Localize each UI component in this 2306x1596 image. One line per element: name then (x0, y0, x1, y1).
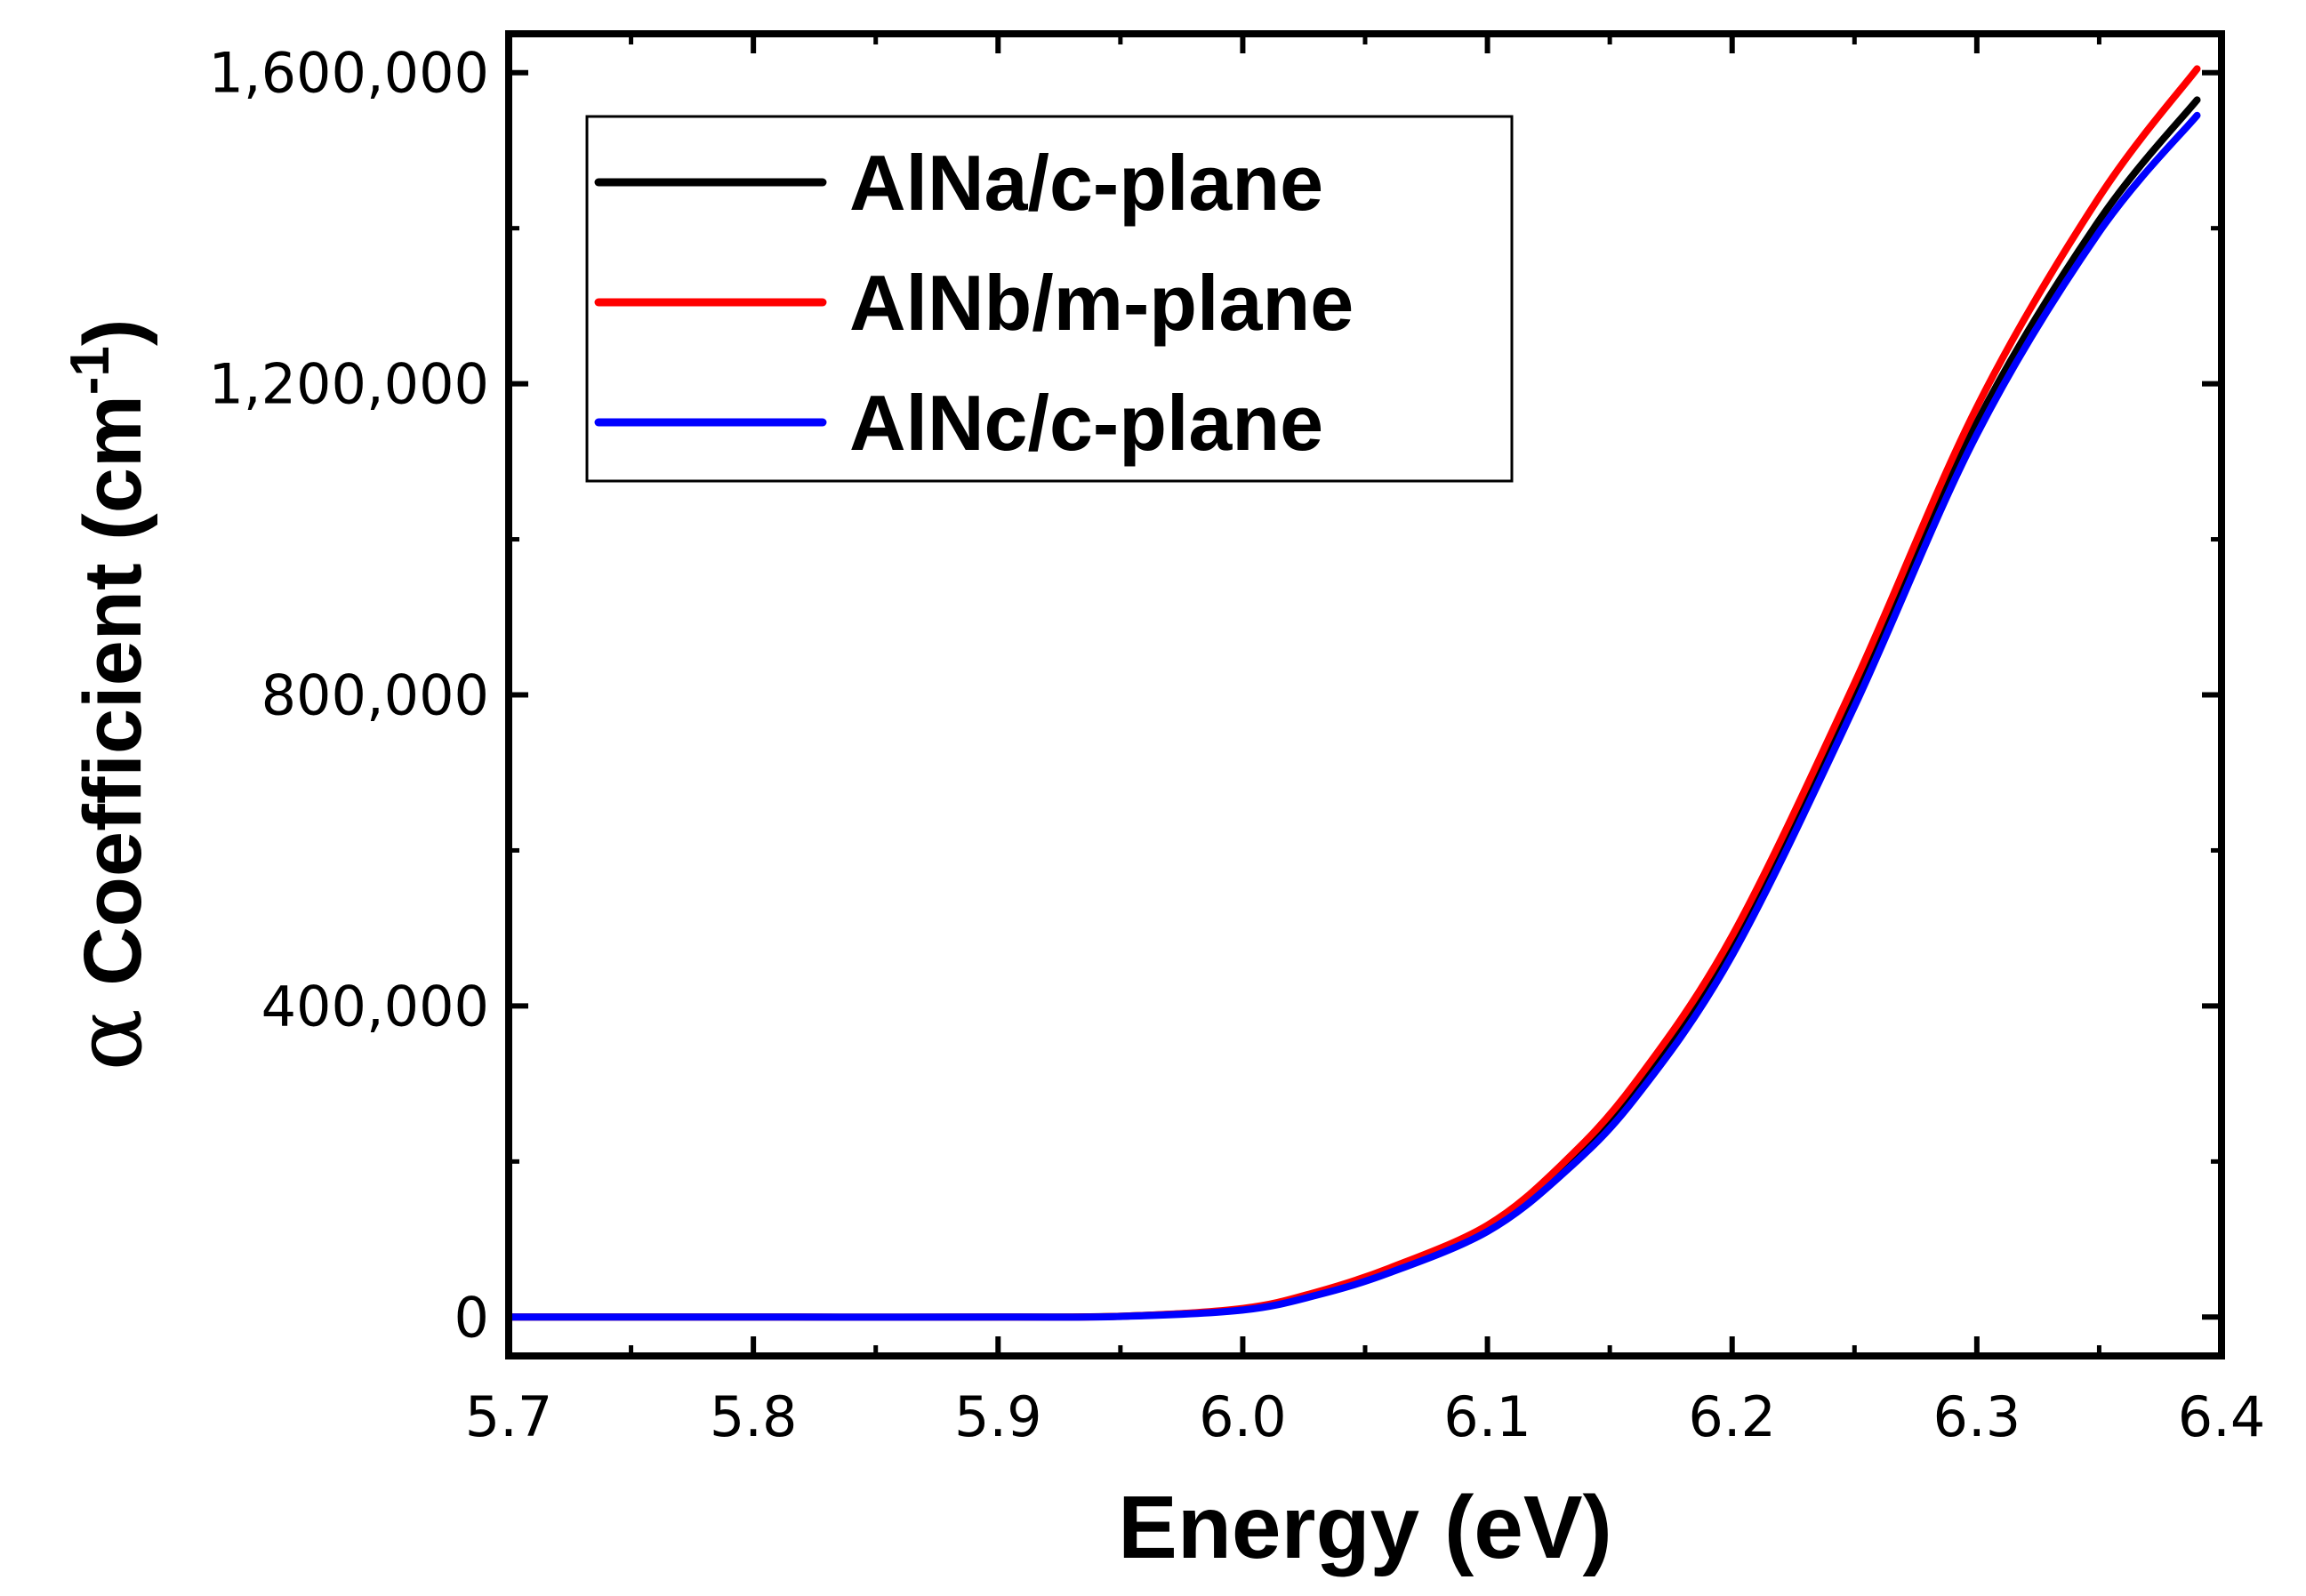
series-line-3 (505, 111, 2201, 1321)
y-axis-title-suffix: ) (68, 318, 158, 346)
y-tick-label: 1,600,000 (208, 41, 489, 106)
plot-frame (505, 30, 2225, 1359)
alpha-symbol: α (54, 1008, 163, 1071)
axis-tick-labels: 5.7 5.8 5.9 6.0 6.1 6.2 6.3 6.4 0 400,000 800,000 1… (208, 41, 2265, 1449)
y-tick-label: 1,200,000 (208, 352, 489, 417)
y-axis-title-superscript: -1 (60, 346, 121, 395)
y-tick-label: 400,000 (261, 974, 489, 1039)
x-tick-label: 6.4 (2178, 1384, 2266, 1449)
x-tick-label: 6.1 (1443, 1384, 1531, 1449)
y-tick-label: 0 (454, 1285, 489, 1350)
x-tick-label: 6.2 (1688, 1384, 1776, 1449)
legend-label-3: AlNc/c-plane (849, 379, 1323, 467)
y-axis-title-text: Coefficient (cm (68, 395, 158, 1008)
series-lines (505, 65, 2201, 1321)
legend-label-2: AlNb/m-plane (849, 259, 1354, 347)
x-tick-label: 6.0 (1199, 1384, 1287, 1449)
x-axis-title: Energy (eV) (1118, 1478, 1612, 1577)
y-axis-title: α Coefficient (cm-1) (54, 318, 163, 1071)
x-tick-label: 6.3 (1933, 1384, 2021, 1449)
y-tick-label: 800,000 (261, 663, 489, 728)
x-tick-label: 5.8 (710, 1384, 798, 1449)
legend-label-1: AlNa/c-plane (849, 139, 1323, 227)
x-tick-label: 5.9 (954, 1384, 1042, 1449)
x-tick-label: 5.7 (465, 1384, 553, 1449)
legend: AlNa/c-plane AlNb/m-plane AlNc/c-plane (585, 115, 1514, 483)
